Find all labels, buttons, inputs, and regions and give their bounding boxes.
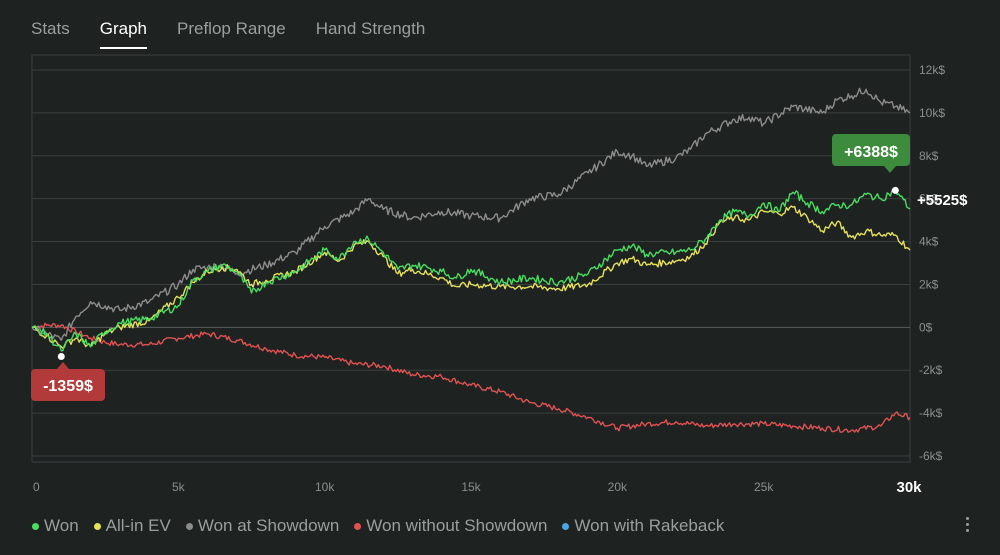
legend-label: Won (44, 516, 79, 535)
max-marker-label: +6388$ (844, 144, 898, 161)
x-tick-label: 0 (33, 480, 40, 494)
max-marker-pointer (884, 166, 896, 173)
y-tick-label: 0$ (919, 320, 933, 334)
tab-stats[interactable]: Stats (31, 19, 70, 38)
y-tick-label: 6k$ (919, 192, 939, 206)
plot-frame (31, 54, 911, 463)
max-marker-badge (832, 134, 910, 166)
y-tick-label: 4k$ (919, 235, 939, 249)
legend-label: Won without Showdown (366, 516, 548, 535)
x-tick-label: 25k (754, 480, 774, 494)
min-marker-badge (31, 369, 105, 401)
x-tick-label: 15k (461, 480, 481, 494)
tab-bar: Stats Graph Preflop Range Hand Strength (31, 14, 455, 49)
y-tick-label: 12k$ (919, 63, 945, 77)
legend-item-won-with-rakeback[interactable]: Won with Rakeback (562, 516, 724, 536)
legend-label: All-in EV (105, 516, 171, 535)
min-marker-pointer (57, 362, 69, 369)
max-marker-point (891, 186, 899, 194)
series-line-allin-ev (31, 205, 911, 349)
legend: Won All-in EV Won at Showdown Won withou… (32, 516, 739, 536)
y-tick-label: 8k$ (919, 149, 939, 163)
tab-graph[interactable]: Graph (99, 14, 148, 49)
rakeback-dot-icon (562, 522, 570, 530)
end-value-label: +5525$ (917, 192, 968, 209)
y-tick-label: -6k$ (919, 449, 943, 463)
tab-preflop-range[interactable]: Preflop Range (177, 19, 286, 38)
min-marker-point (57, 352, 65, 360)
legend-item-won[interactable]: Won (32, 516, 79, 536)
x-tick-label: 10k (315, 480, 335, 494)
y-tick-label: -4k$ (919, 406, 943, 420)
legend-label: Won at Showdown (197, 516, 340, 535)
allin-ev-dot-icon (93, 522, 101, 530)
y-tick-label: -2k$ (919, 363, 943, 377)
min-marker-label: -1359$ (43, 378, 93, 395)
showdown-dot-icon (185, 522, 193, 530)
y-tick-label: 10k$ (919, 106, 945, 120)
series-line-won (31, 187, 911, 352)
won-dot-icon (32, 522, 39, 530)
x-tick-label: 5k (172, 480, 186, 494)
series-line-no-showdown (31, 322, 911, 433)
series-line-showdown (31, 87, 911, 341)
legend-item-won-at-showdown[interactable]: Won at Showdown (185, 516, 340, 536)
vertical-ellipsis-icon[interactable] (962, 513, 972, 535)
legend-label: Won with Rakeback (574, 516, 725, 535)
y-tick-label: 2k$ (919, 277, 939, 291)
x-tick-label: 20k (608, 480, 628, 494)
legend-item-won-without-showdown[interactable]: Won without Showdown (354, 516, 547, 536)
tab-hand-strength[interactable]: Hand Strength (315, 19, 426, 38)
no-showdown-dot-icon (354, 522, 362, 530)
legend-item-allin-ev[interactable]: All-in EV (93, 516, 171, 536)
x-tick-label: 30k (896, 479, 922, 496)
